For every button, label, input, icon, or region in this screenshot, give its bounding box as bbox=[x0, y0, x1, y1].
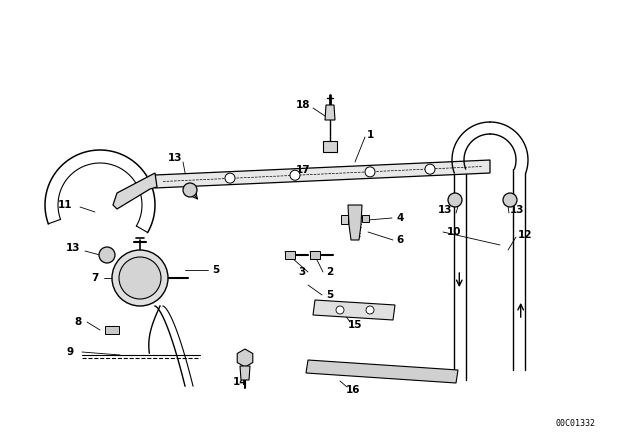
Text: 12: 12 bbox=[518, 230, 532, 240]
Text: 13: 13 bbox=[438, 205, 452, 215]
Text: 13: 13 bbox=[66, 243, 80, 253]
Text: 17: 17 bbox=[296, 165, 310, 175]
Polygon shape bbox=[155, 160, 490, 188]
Circle shape bbox=[119, 257, 161, 299]
Circle shape bbox=[365, 167, 375, 177]
Polygon shape bbox=[240, 366, 250, 380]
Text: 13: 13 bbox=[509, 205, 524, 215]
Polygon shape bbox=[348, 205, 362, 240]
Polygon shape bbox=[237, 349, 253, 367]
Circle shape bbox=[183, 183, 197, 197]
Polygon shape bbox=[105, 326, 119, 334]
Polygon shape bbox=[285, 251, 295, 259]
Polygon shape bbox=[323, 141, 337, 152]
Polygon shape bbox=[310, 251, 320, 259]
Polygon shape bbox=[113, 173, 157, 209]
Circle shape bbox=[448, 193, 462, 207]
Circle shape bbox=[366, 306, 374, 314]
Circle shape bbox=[290, 170, 300, 180]
Text: 15: 15 bbox=[348, 320, 362, 330]
Text: 5: 5 bbox=[326, 290, 333, 300]
Text: 18: 18 bbox=[296, 100, 310, 110]
Text: 6: 6 bbox=[396, 235, 404, 245]
Text: 00C01332: 00C01332 bbox=[555, 419, 595, 428]
Text: 2: 2 bbox=[326, 267, 333, 277]
Text: 10: 10 bbox=[447, 227, 461, 237]
Text: 16: 16 bbox=[346, 385, 360, 395]
Polygon shape bbox=[341, 215, 348, 224]
Circle shape bbox=[112, 250, 168, 306]
Polygon shape bbox=[313, 300, 395, 320]
Text: 14: 14 bbox=[233, 377, 247, 387]
Polygon shape bbox=[362, 215, 369, 222]
Circle shape bbox=[225, 173, 235, 183]
Polygon shape bbox=[325, 105, 335, 120]
Text: 4: 4 bbox=[396, 213, 404, 223]
Text: 7: 7 bbox=[92, 273, 99, 283]
Text: 11: 11 bbox=[58, 200, 72, 210]
Text: 3: 3 bbox=[298, 267, 306, 277]
Text: 5: 5 bbox=[212, 265, 220, 275]
Text: 8: 8 bbox=[74, 317, 82, 327]
Polygon shape bbox=[306, 360, 458, 383]
Text: 9: 9 bbox=[67, 347, 74, 357]
Text: 1: 1 bbox=[366, 130, 374, 140]
Circle shape bbox=[336, 306, 344, 314]
Circle shape bbox=[425, 164, 435, 174]
Text: 13: 13 bbox=[168, 153, 182, 163]
Circle shape bbox=[503, 193, 517, 207]
Circle shape bbox=[99, 247, 115, 263]
